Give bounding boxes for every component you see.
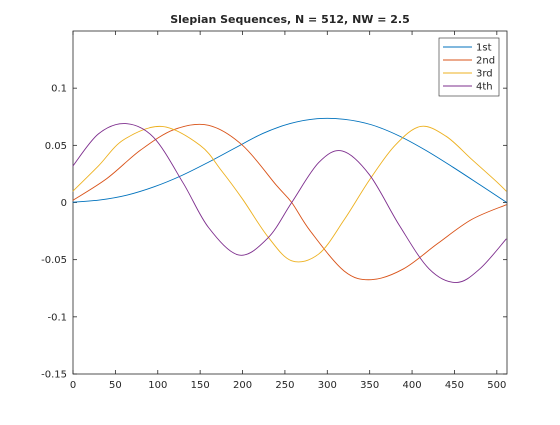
y-tick-label: -0.1	[47, 312, 67, 323]
y-tick-label: -0.15	[41, 370, 67, 381]
y-tick-label: 0	[61, 198, 67, 209]
x-tick-label: 300	[318, 380, 337, 391]
legend: 1st 2nd 3rd 4th	[438, 37, 500, 97]
axes-box	[72, 30, 508, 375]
legend-label-1st: 1st	[476, 43, 492, 54]
series-line-4th	[72, 123, 507, 283]
y-tick-label: 0.1	[51, 84, 67, 95]
legend-label-3rd: 3rd	[476, 69, 493, 80]
y-tick-label: -0.05	[41, 255, 67, 266]
x-tick-label: 0	[70, 380, 76, 391]
y-tick-label: 0.05	[45, 141, 67, 152]
x-tick-label: 100	[148, 380, 167, 391]
legend-label-4th: 4th	[476, 82, 493, 93]
plot-area: 0 50 100 150 200 250 300 350 400 450 500 -0.15 -0.1 -…	[41, 30, 508, 391]
x-tick-label: 400	[403, 380, 422, 391]
series-line-3rd	[72, 125, 507, 263]
x-tick-label: 250	[275, 380, 294, 391]
x-tick-label: 350	[360, 380, 379, 391]
x-tick-label: 200	[233, 380, 252, 391]
x-tick-label: 150	[191, 380, 210, 391]
chart-title: Slepian Sequences, N = 512, NW = 2.5	[170, 13, 410, 26]
x-tick-label: 500	[487, 380, 506, 391]
x-tick-label: 50	[109, 380, 122, 391]
series-line-1st	[72, 117, 507, 203]
x-tick-label: 450	[445, 380, 464, 391]
legend-label-2nd: 2nd	[476, 56, 495, 67]
